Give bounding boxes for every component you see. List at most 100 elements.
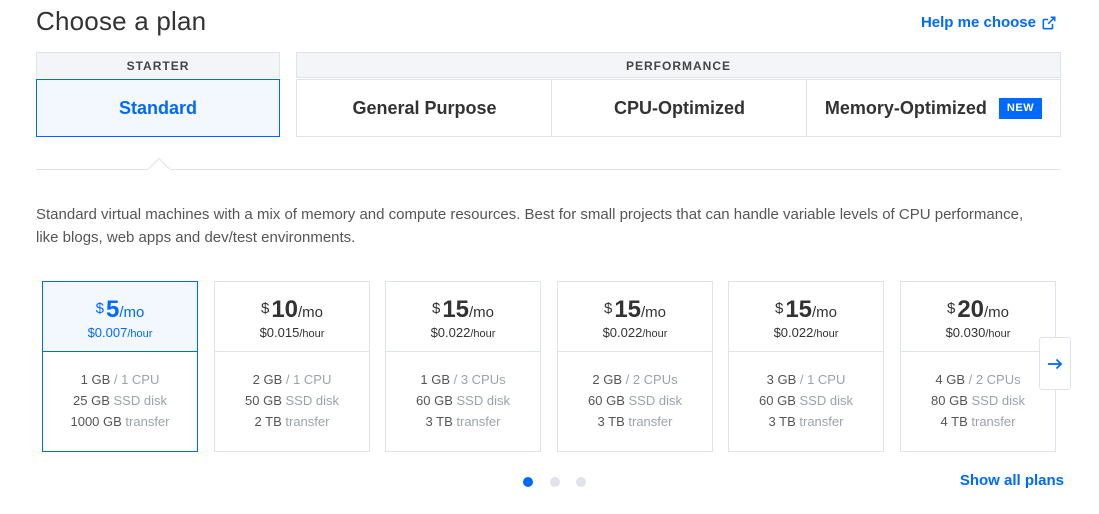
spec-disk: 60 GB SSD disk — [729, 390, 883, 411]
currency-symbol: $ — [603, 300, 613, 317]
tab-cpu-optimized[interactable]: CPU-Optimized — [551, 79, 807, 137]
pagination-dot-2[interactable] — [550, 477, 560, 487]
plan-card[interactable]: $ 15 /mo $0.022/hour 2 GB / 2 CPUs 60 GB… — [557, 281, 713, 452]
hourly-amount: $0.015 — [259, 325, 300, 340]
price-period: /mo — [812, 304, 838, 321]
spec-disk-size: 60 GB — [588, 393, 625, 408]
spec-cpu: 3 CPUs — [460, 372, 506, 387]
plan-monthly-price: $ 5 /mo — [43, 296, 197, 324]
show-all-plans-link[interactable]: Show all plans — [959, 472, 1064, 489]
spec-memory-cpu: 1 GB / 1 CPU — [43, 369, 197, 390]
plan-hourly-price: $0.007/hour — [43, 325, 197, 340]
spec-disk-label: SSD disk — [109, 393, 167, 408]
spec-separator: / — [796, 372, 808, 387]
spec-separator: / — [621, 372, 633, 387]
price-amount: 10 — [271, 296, 299, 323]
plan-price-area: $ 5 /mo $0.007/hour — [43, 282, 197, 352]
hourly-amount: $0.030 — [945, 325, 986, 340]
currency-symbol: $ — [260, 300, 270, 317]
spec-cpu: 1 CPU — [121, 372, 160, 387]
spec-memory: 2 GB — [252, 372, 283, 387]
spec-transfer-label: transfer — [121, 414, 170, 429]
spec-memory-cpu: 4 GB / 2 CPUs — [901, 369, 1055, 390]
plan-card[interactable]: $ 5 /mo $0.007/hour 1 GB / 1 CPU 25 GB S… — [42, 281, 198, 452]
spec-memory-cpu: 2 GB / 2 CPUs — [558, 369, 712, 390]
plan-monthly-price: $ 15 /mo — [386, 296, 540, 324]
spec-transfer-label: transfer — [281, 414, 330, 429]
spec-transfer-label: transfer — [795, 414, 844, 429]
plan-description: Standard virtual machines with a mix of … — [36, 206, 1024, 246]
spec-disk: 60 GB SSD disk — [386, 390, 540, 411]
hourly-unit: /hour — [642, 328, 668, 340]
tab-memory-optimized-label: Memory-Optimized — [824, 97, 987, 118]
tab-standard[interactable]: Standard — [36, 79, 280, 137]
plan-card[interactable]: $ 10 /mo $0.015/hour 2 GB / 1 CPU 50 GB … — [214, 281, 370, 452]
spec-cpu: 1 CPU — [807, 372, 846, 387]
spec-transfer-size: 2 TB — [254, 414, 282, 429]
plan-monthly-price: $ 15 /mo — [729, 296, 883, 324]
hourly-unit: /hour — [127, 328, 153, 340]
price-period: /mo — [119, 304, 145, 321]
spec-disk: 25 GB SSD disk — [43, 390, 197, 411]
spec-disk-size: 60 GB — [759, 393, 796, 408]
spec-transfer-size: 3 TB — [597, 414, 625, 429]
plan-hourly-price: $0.030/hour — [901, 325, 1055, 340]
spec-cpu: 1 CPU — [293, 372, 332, 387]
plan-card[interactable]: $ 20 /mo $0.030/hour 4 GB / 2 CPUs 80 GB… — [900, 281, 1056, 452]
plan-specs: 2 GB / 2 CPUs 60 GB SSD disk 3 TB transf… — [558, 352, 712, 432]
spec-disk-label: SSD disk — [624, 393, 682, 408]
pagination-dot-1[interactable] — [523, 477, 533, 487]
spec-disk-label: SSD disk — [452, 393, 510, 408]
spec-memory: 4 GB — [935, 372, 965, 387]
plan-card[interactable]: $ 15 /mo $0.022/hour 3 GB / 1 CPU 60 GB … — [728, 281, 884, 452]
spec-memory-cpu: 1 GB / 3 CPUs — [386, 369, 540, 390]
spec-transfer-label: transfer — [967, 414, 1016, 429]
tab-general-purpose[interactable]: General Purpose — [296, 79, 552, 137]
next-plans-button[interactable] — [1039, 337, 1071, 390]
plan-price-area: $ 10 /mo $0.015/hour — [215, 282, 369, 352]
external-link-icon — [1042, 16, 1056, 29]
plan-specs: 3 GB / 1 CPU 60 GB SSD disk 3 TB transfe… — [729, 352, 883, 432]
spec-disk-label: SSD disk — [281, 393, 339, 408]
tab-memory-optimized[interactable]: Memory-Optimized NEW — [806, 79, 1061, 137]
new-badge: NEW — [998, 97, 1043, 119]
price-amount: 5 — [105, 296, 120, 323]
spec-disk-size: 50 GB — [245, 393, 282, 408]
spec-cpu: 2 CPUs — [632, 372, 678, 387]
spec-disk-size: 80 GB — [931, 393, 968, 408]
spec-disk: 80 GB SSD disk — [901, 390, 1055, 411]
price-period: /mo — [984, 304, 1010, 321]
price-amount: 15 — [442, 296, 470, 323]
spec-disk-size: 25 GB — [73, 393, 110, 408]
currency-symbol: $ — [946, 300, 956, 317]
arrow-right-icon — [1048, 358, 1063, 369]
spec-transfer: 1000 GB transfer — [43, 411, 197, 432]
plan-card[interactable]: $ 15 /mo $0.022/hour 1 GB / 3 CPUs 60 GB… — [385, 281, 541, 452]
spec-cpu: 2 CPUs — [975, 372, 1021, 387]
currency-symbol: $ — [431, 300, 441, 317]
tab-standard-label: Standard — [118, 97, 197, 118]
pagination-dot-3[interactable] — [576, 477, 586, 487]
plan-hourly-price: $0.015/hour — [215, 325, 369, 340]
spec-memory: 3 GB — [766, 372, 797, 387]
plan-price-area: $ 15 /mo $0.022/hour — [558, 282, 712, 352]
spec-disk: 50 GB SSD disk — [215, 390, 369, 411]
spec-transfer: 3 TB transfer — [558, 411, 712, 432]
plan-hourly-price: $0.022/hour — [386, 325, 540, 340]
price-amount: 15 — [785, 296, 813, 323]
spec-transfer: 4 TB transfer — [901, 411, 1055, 432]
spec-disk-label: SSD disk — [967, 393, 1025, 408]
spec-transfer-label: transfer — [452, 414, 501, 429]
spec-transfer-size: 3 TB — [768, 414, 796, 429]
price-amount: 20 — [957, 296, 985, 323]
hourly-amount: $0.022 — [602, 325, 643, 340]
plan-price-area: $ 15 /mo $0.022/hour — [386, 282, 540, 352]
plan-specs: 1 GB / 3 CPUs 60 GB SSD disk 3 TB transf… — [386, 352, 540, 432]
page-title: Choose a plan — [36, 6, 207, 36]
help-link-label: Help me choose — [920, 14, 1036, 31]
plan-hourly-price: $0.022/hour — [729, 325, 883, 340]
performance-group-header: PERFORMANCE — [296, 52, 1061, 78]
hourly-amount: $0.007 — [87, 325, 128, 340]
help-me-choose-link[interactable]: Help me choose — [921, 14, 1056, 31]
hourly-unit: /hour — [985, 328, 1011, 340]
